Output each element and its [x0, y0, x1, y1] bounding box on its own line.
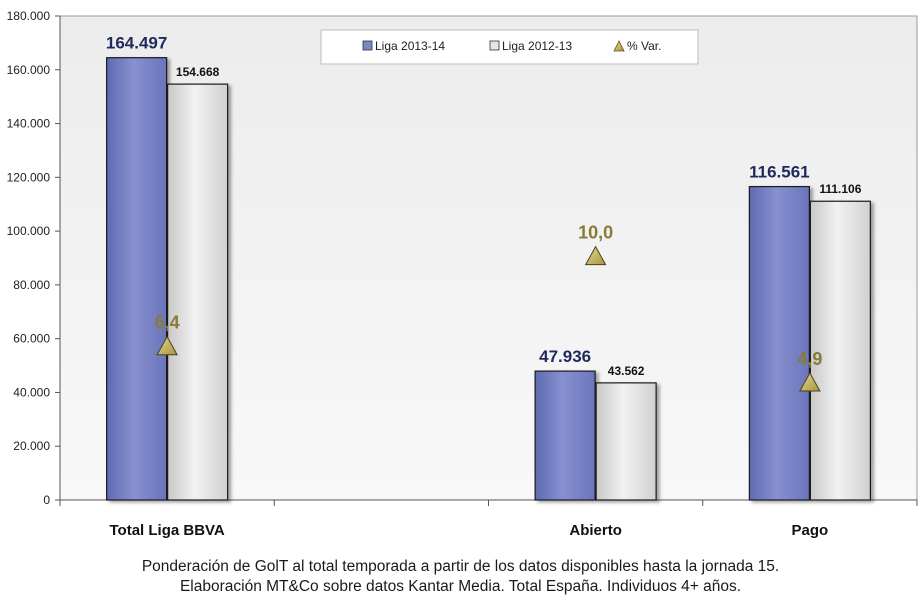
data-label-2012-13: 111.106: [819, 182, 861, 196]
data-label-2012-13: 154.668: [176, 65, 220, 79]
bar-2013-14: [534, 370, 596, 501]
y-tick-label: 60.000: [13, 332, 50, 346]
x-axis: Total Liga BBVA Abierto Pago: [59, 499, 918, 539]
legend-label-2012-13: Liga 2012-13: [502, 39, 572, 53]
y-tick-label: 160.000: [7, 63, 51, 77]
bar-series: 164.497 47.936 116.561 154.668 43.562 111.106: [106, 34, 871, 501]
legend-label-var: % Var.: [627, 39, 661, 53]
variation-label: 6,4: [155, 313, 180, 333]
legend-swatch-2012-13: [489, 40, 500, 51]
chart: 0 20.000 40.000 60.000 80.000 100.000 120.000 1…: [7, 9, 918, 539]
data-label-2013-14: 116.561: [749, 163, 810, 182]
variation-label: 4,9: [797, 349, 822, 369]
y-tick-label: 80.000: [13, 278, 50, 292]
variation-triangle-icon: [156, 335, 178, 356]
legend-box: [320, 29, 699, 65]
y-tick-label: 0: [43, 493, 50, 507]
legend-triangle-icon: [613, 40, 625, 52]
caption-line-2: Elaboración MT&Co sobre datos Kantar Med…: [179, 578, 742, 595]
y-tick-label: 140.000: [7, 117, 51, 131]
x-tick-label: Total Liga BBVA: [109, 522, 224, 539]
bar-2013-14: [106, 57, 168, 501]
y-axis: 0 20.000 40.000 60.000 80.000 100.000 120.000 1…: [7, 9, 61, 507]
y-tick-label: 20.000: [13, 439, 50, 453]
variation-triangle-icon: [584, 245, 607, 266]
data-label-2013-14: 47.936: [539, 347, 591, 366]
variation-label: 10,0: [578, 223, 613, 243]
x-tick-label: Pago: [792, 522, 829, 539]
legend: Liga 2013-14 Liga 2012-13 % Var.: [320, 29, 699, 65]
data-label-2013-14: 164.497: [106, 34, 167, 53]
caption-line-1: Ponderación de GolT al total temporada a…: [141, 558, 780, 575]
y-tick-label: 100.000: [7, 224, 51, 238]
y-tick-label: 120.000: [7, 170, 51, 184]
bar-2013-14: [748, 185, 810, 501]
variation-triangle-icon: [799, 372, 821, 392]
bar-2012-13: [167, 83, 229, 501]
data-label-2012-13: 43.562: [608, 364, 645, 378]
y-tick-label: 40.000: [13, 385, 50, 399]
bar-2012-13: [595, 382, 657, 501]
legend-label-2013-14: Liga 2013-14: [375, 39, 445, 53]
bar-2012-13: [809, 200, 871, 501]
x-tick-label: Abierto: [569, 522, 622, 539]
y-tick-label: 180.000: [7, 9, 51, 23]
legend-swatch-2013-14: [362, 40, 373, 51]
variation-markers: 6,4 10,0 4,9: [155, 223, 822, 392]
